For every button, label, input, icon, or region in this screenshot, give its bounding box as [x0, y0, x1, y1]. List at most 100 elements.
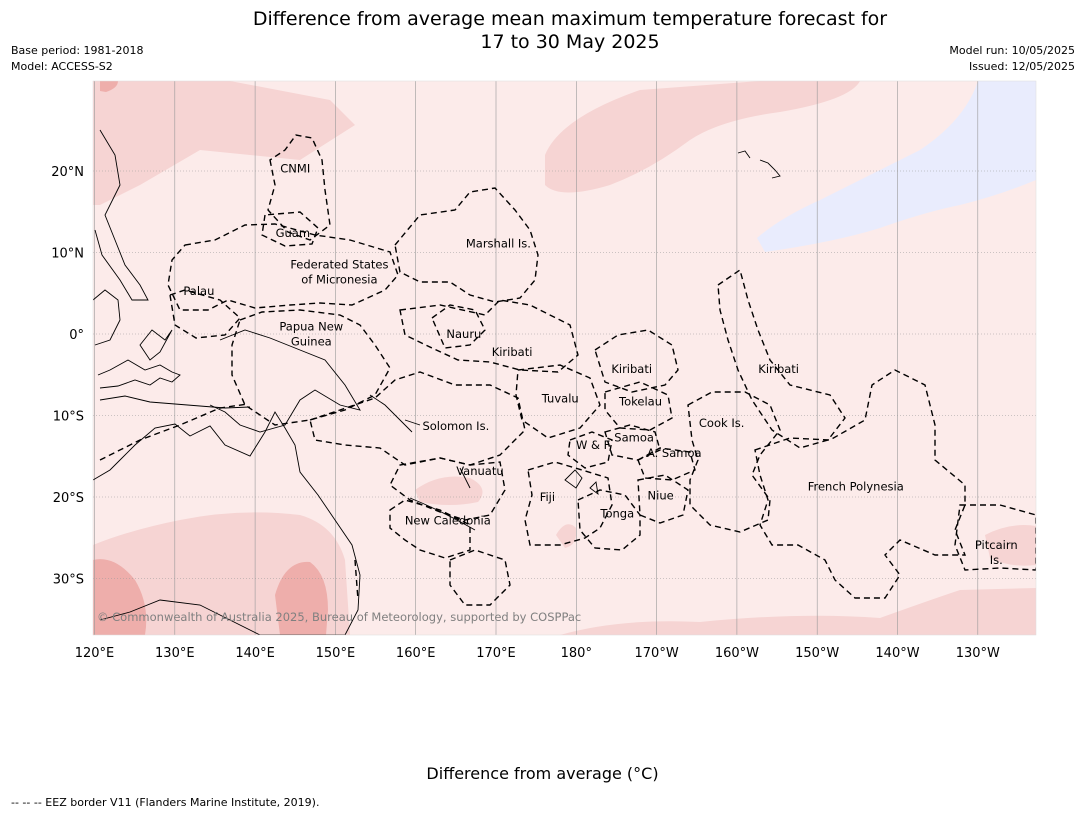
- copyright-text: © Commonwealth of Australia 2025, Bureau…: [97, 610, 581, 624]
- coast-australia: [93, 411, 361, 635]
- eez-palau: [169, 289, 241, 339]
- lon-tick-label: 180°: [561, 646, 592, 661]
- coast-fiji: [564, 469, 599, 496]
- region-label: New Caledonia: [405, 514, 491, 528]
- lat-tick-label: 20°S: [53, 491, 84, 506]
- eez-australia-east: [354, 559, 359, 601]
- region-label: Cook Is.: [699, 416, 744, 430]
- coast-sulawesi: [139, 329, 173, 361]
- region-label: Kiribati: [758, 362, 799, 376]
- lat-tick-label: 30°S: [53, 573, 84, 588]
- lon-tick-label: 140°W: [875, 646, 919, 661]
- lon-tick-label: 170°W: [635, 646, 679, 661]
- meta-left: Base period: 1981-2018 Model: ACCESS-S2: [11, 43, 143, 75]
- eez-png: [231, 309, 391, 426]
- eez-wallis-futuna: [567, 431, 613, 469]
- coast-lesser-sunda: [99, 395, 251, 409]
- eez-australia-north: [99, 403, 249, 461]
- eez-french-polynesia: [754, 369, 967, 599]
- region-label: Tuvalu: [541, 391, 579, 405]
- region-label: French Polynesia: [808, 479, 904, 493]
- model-run: Model run: 10/05/2025: [949, 44, 1075, 57]
- model-name: Model: ACCESS-S2: [11, 60, 113, 73]
- map-area: CNMI Guam Marshall Is. Federated States of M…: [93, 81, 1036, 635]
- anomaly-patch-nw: [93, 81, 355, 205]
- coast-indonesia: [97, 359, 181, 389]
- region-label: Pitcairn Is.: [975, 538, 1018, 567]
- eez-american-samoa: [637, 447, 696, 481]
- anomaly-patch-east-australia-warm: [275, 561, 328, 635]
- eez-norfolk: [449, 549, 511, 606]
- lon-tick-label: 130°W: [956, 646, 1000, 661]
- region-label: Papua New Guinea: [279, 320, 343, 349]
- region-label: Nauru: [446, 327, 481, 341]
- lon-tick-label: 160°E: [396, 646, 436, 661]
- eez-niue: [637, 474, 689, 524]
- coast-solomon: [369, 394, 421, 433]
- region-label: Palau: [183, 284, 214, 298]
- region-label: Kiribati: [611, 362, 652, 376]
- coast-new-caledonia: [409, 497, 476, 531]
- title-line-1: Difference from average mean maximum tem…: [252, 8, 888, 30]
- eez-solomon: [309, 371, 526, 466]
- map-figure: CNMI Guam Marshall Is. Federated States of M…: [51, 80, 1037, 661]
- axis-labels: 120°E 130°E 140°E 150°E 160°E 170°E 180° 170°W 1…: [51, 165, 1000, 661]
- lon-tick-label: 170°E: [476, 646, 516, 661]
- eez-vanuatu: [389, 457, 506, 521]
- lat-tick-label: 20°N: [51, 165, 84, 180]
- eez-tonga: [577, 489, 641, 551]
- lon-tick-label: 120°E: [75, 646, 115, 661]
- region-label: Kiribati: [492, 345, 533, 359]
- eez-samoa: [604, 424, 661, 461]
- region-label: Fiji: [540, 490, 555, 504]
- eez-pitcairn: [954, 504, 1036, 571]
- footer-note: -- -- -- EEZ border V11 (Flanders Marine…: [11, 796, 320, 809]
- meta-right: Model run: 10/05/2025 Issued: 12/05/2025: [949, 43, 1075, 75]
- anomaly-patch-south: [560, 588, 1036, 635]
- region-label: Samoa: [614, 431, 654, 445]
- region-label: Guam: [276, 226, 310, 240]
- lon-tick-label: 150°E: [316, 646, 356, 661]
- colorbar-title: Difference from average (°C): [426, 764, 659, 783]
- region-label: A. Samoa: [647, 446, 702, 460]
- issued-date: Issued: 12/05/2025: [968, 60, 1075, 73]
- region-label: Niue: [648, 488, 674, 502]
- coast-vanuatu: [459, 467, 471, 489]
- lat-tick-label: 10°N: [51, 247, 84, 262]
- coast-new-guinea: [209, 329, 361, 433]
- eez-tuvalu: [515, 364, 601, 439]
- eez-tokelau: [604, 381, 673, 431]
- lon-tick-label: 160°W: [715, 646, 759, 661]
- eez-kiribati-line: [717, 268, 846, 449]
- region-label: W & F: [576, 438, 610, 452]
- anomaly-patch-cool: [757, 81, 1036, 252]
- eez-guam: [261, 211, 319, 247]
- eez-kiribati-gilbert: [399, 299, 579, 373]
- region-label: Federated States of Micronesia: [290, 258, 388, 287]
- eez-fsm: [167, 223, 399, 311]
- region-label: Marshall Is.: [466, 237, 531, 251]
- coastlines: [93, 129, 781, 635]
- eez-marshall: [394, 187, 539, 303]
- anomaly-patch-tonga: [556, 524, 577, 548]
- anomaly-patch-north-central: [545, 81, 860, 193]
- region-label: Solomon Is.: [422, 419, 489, 433]
- region-labels: CNMI Guam Marshall Is. Federated States of M…: [183, 162, 1017, 567]
- map-title: Difference from average mean maximum tem…: [0, 8, 1085, 54]
- map-frame: [92, 80, 1037, 636]
- anomaly-patch-pitcairn: [985, 525, 1036, 566]
- eez-fiji: [524, 461, 613, 546]
- gridlines: [93, 81, 1036, 635]
- anomaly-patch-new-caledonia: [415, 476, 483, 505]
- base-period: Base period: 1981-2018: [11, 44, 144, 57]
- lon-tick-label: 140°E: [235, 646, 275, 661]
- lon-tick-label: 130°E: [155, 646, 195, 661]
- lon-tick-label: 150°W: [795, 646, 839, 661]
- coast-hawaii: [737, 150, 781, 179]
- coast-philippines: [94, 129, 149, 301]
- region-label: Vanuatu: [456, 464, 503, 478]
- eez-nauru: [431, 304, 486, 349]
- lat-tick-label: 0°: [69, 328, 84, 343]
- eez-kiribati-phoenix: [594, 329, 679, 393]
- region-label: CNMI: [280, 162, 310, 176]
